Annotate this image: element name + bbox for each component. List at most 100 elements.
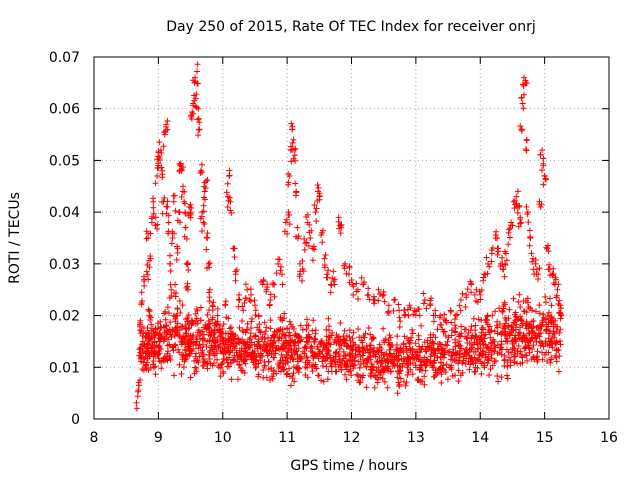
data-point: [496, 349, 503, 356]
data-point: [381, 378, 388, 385]
data-point: [286, 329, 293, 336]
data-point: [501, 248, 508, 255]
data-point: [293, 347, 300, 354]
data-point: [220, 356, 227, 363]
data-point: [538, 167, 545, 174]
data-point: [282, 337, 289, 344]
data-point: [472, 360, 479, 367]
data-point: [232, 345, 239, 352]
data-point: [338, 366, 345, 373]
data-point: [241, 369, 248, 376]
data-point: [179, 302, 186, 309]
data-point: [210, 331, 217, 338]
data-point: [467, 355, 474, 362]
data-point: [313, 365, 320, 372]
data-point: [228, 339, 235, 346]
data-point: [515, 329, 522, 336]
data-point: [555, 301, 562, 308]
data-point: [319, 227, 326, 234]
data-point: [466, 340, 473, 347]
data-point: [557, 326, 564, 333]
y-axis-label: ROTI / TECUs: [7, 192, 23, 284]
data-point: [405, 354, 412, 361]
data-point: [235, 296, 242, 303]
data-point: [282, 219, 289, 226]
data-point: [184, 283, 191, 290]
data-point: [151, 344, 158, 351]
data-point: [370, 334, 377, 341]
data-point: [386, 332, 393, 339]
data-point: [325, 337, 332, 344]
data-point: [363, 357, 370, 364]
data-point: [237, 338, 244, 345]
data-point: [450, 349, 457, 356]
data-point: [176, 349, 183, 356]
data-point: [394, 374, 401, 381]
data-point: [236, 339, 243, 346]
data-point: [322, 357, 329, 364]
data-point: [316, 196, 323, 203]
data-point: [501, 362, 508, 369]
data-point: [288, 346, 295, 353]
data-point: [194, 116, 201, 123]
data-point: [278, 271, 285, 278]
data-point: [409, 326, 416, 333]
data-point: [236, 297, 243, 304]
y-tick-label: 0: [71, 412, 80, 428]
data-point: [360, 372, 367, 379]
data-point: [337, 230, 344, 237]
data-point: [455, 378, 462, 385]
data-point: [137, 323, 144, 330]
data-point: [145, 330, 152, 337]
data-point: [286, 318, 293, 325]
data-point: [517, 313, 524, 320]
data-point: [544, 358, 551, 365]
data-point: [373, 359, 380, 366]
data-point: [522, 344, 529, 351]
data-point: [167, 319, 174, 326]
x-axis-label: GPS time / hours: [290, 458, 407, 474]
data-point: [315, 184, 322, 191]
data-point: [501, 356, 508, 363]
data-point: [495, 248, 502, 255]
data-point: [283, 216, 290, 223]
data-point: [267, 325, 274, 332]
data-point: [242, 281, 249, 288]
data-point: [414, 352, 421, 359]
data-point: [494, 235, 501, 242]
data-point: [276, 256, 283, 263]
data-point: [217, 373, 224, 380]
data-point: [532, 256, 539, 263]
data-point: [515, 343, 522, 350]
data-point: [397, 318, 404, 325]
data-point: [423, 348, 430, 355]
data-point: [290, 136, 297, 143]
data-point: [323, 363, 330, 370]
data-point: [474, 299, 481, 306]
data-point: [471, 355, 478, 362]
data-point: [458, 345, 465, 352]
data-point: [292, 157, 299, 164]
data-point: [165, 230, 172, 237]
data-point: [370, 363, 377, 370]
data-point: [542, 315, 549, 322]
data-point: [319, 358, 326, 365]
data-point: [429, 364, 436, 371]
data-point: [468, 280, 475, 287]
data-point: [387, 343, 394, 350]
data-point: [500, 305, 507, 312]
data-point: [341, 337, 348, 344]
data-point: [323, 326, 330, 333]
data-point: [271, 293, 278, 300]
data-point: [338, 221, 345, 228]
data-point: [536, 302, 543, 309]
data-point: [158, 164, 165, 171]
data-point: [195, 80, 202, 87]
data-point: [252, 364, 259, 371]
data-point: [451, 316, 458, 323]
data-point: [248, 351, 255, 358]
data-point: [212, 343, 219, 350]
data-point: [265, 334, 272, 341]
data-point: [471, 291, 478, 298]
data-point: [528, 334, 535, 341]
